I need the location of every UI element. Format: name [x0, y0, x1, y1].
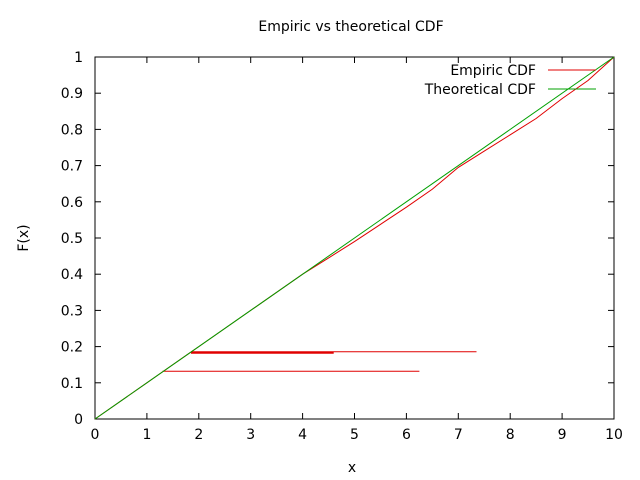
x-tick-label: 3 — [246, 427, 255, 443]
y-tick-label: 0 — [74, 412, 83, 428]
axis-ticks: 0 1 2 3 4 5 6 7 8 9 10 0 0.1 0.2 0.3 0.4 0.5 0.6 0.7 0.8 0.9… — [61, 50, 623, 443]
series-layer — [94, 56, 615, 420]
y-tick-label: 0.4 — [61, 267, 83, 283]
x-tick-label: 5 — [350, 427, 359, 443]
x-tick-label: 2 — [194, 427, 203, 443]
x-tick-label: 10 — [605, 427, 623, 443]
x-tick-label: 0 — [91, 427, 100, 443]
y-tick-label: 0.8 — [61, 122, 83, 138]
x-tick-label: 9 — [558, 427, 567, 443]
y-tick-label: 0.3 — [61, 303, 83, 319]
x-tick-label: 7 — [454, 427, 463, 443]
x-tick-label: 1 — [142, 427, 151, 443]
x-tick-label: 8 — [506, 427, 515, 443]
y-tick-label: 0.5 — [61, 231, 83, 247]
x-axis-label: x — [348, 460, 356, 476]
y-tick-label: 0.7 — [61, 159, 83, 175]
x-tick-label: 4 — [298, 427, 307, 443]
y-axis-label: F(x) — [16, 224, 32, 251]
legend: Empiric CDF Theoretical CDF — [424, 63, 596, 98]
y-tick-label: 0.9 — [61, 86, 83, 102]
legend-label: Theoretical CDF — [424, 82, 536, 98]
y-tick-label: 0.2 — [61, 340, 83, 356]
x-tick-label: 6 — [402, 427, 411, 443]
y-tick-label: 1 — [74, 50, 83, 66]
legend-label: Empiric CDF — [450, 63, 536, 79]
y-tick-label: 0.6 — [61, 195, 83, 211]
y-tick-label: 0.1 — [61, 376, 83, 392]
theoretical-cdf-line — [94, 56, 615, 420]
chart-title: Empiric vs theoretical CDF — [258, 19, 443, 35]
